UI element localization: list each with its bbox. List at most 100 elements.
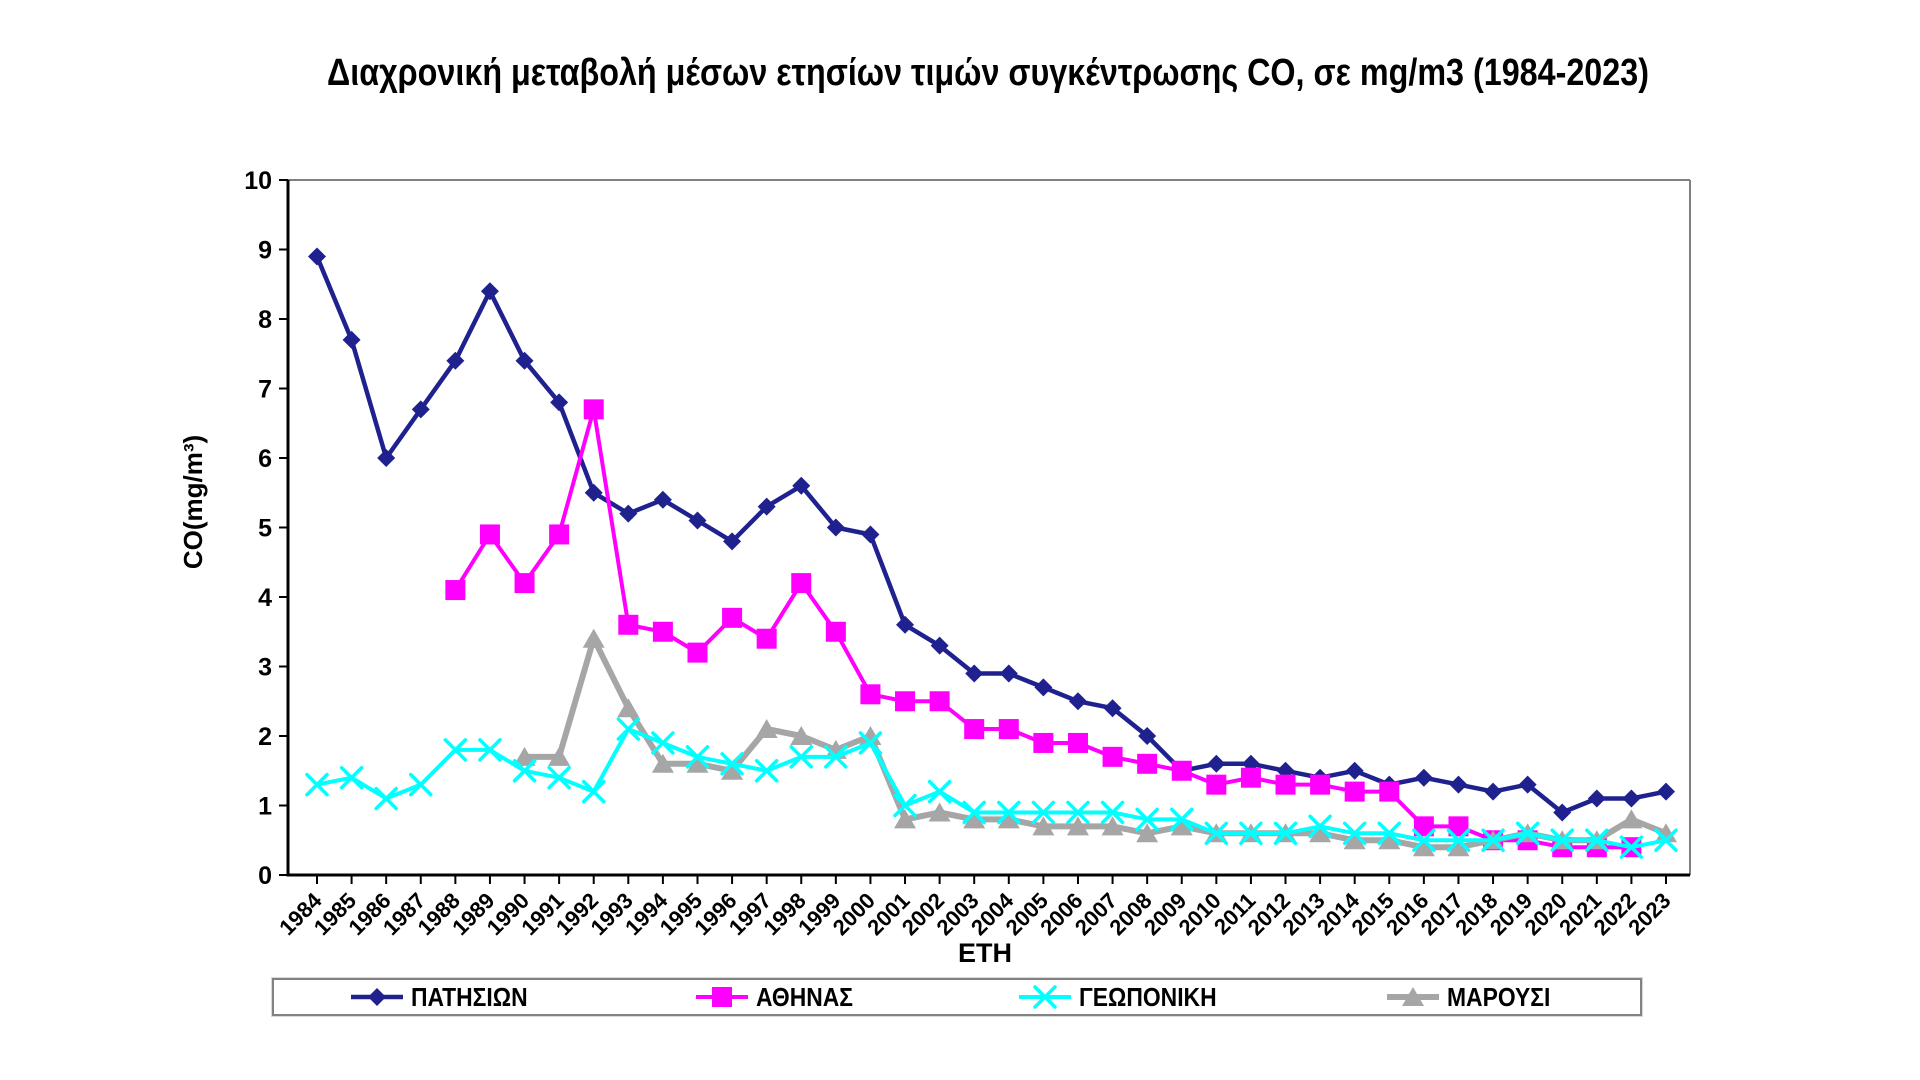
square-marker-icon — [712, 987, 733, 1007]
x-marker-icon — [720, 752, 744, 776]
diamond-marker-icon — [342, 330, 361, 349]
triangle-marker-icon — [1032, 816, 1055, 836]
legend-x-marker-icon — [1018, 985, 1071, 1009]
legend-item-ΓΕΩΠΟΝΙΚΗ: ΓΕΩΠΟΝΙΚΗ — [1017, 982, 1235, 1013]
square-marker-icon — [1275, 774, 1296, 795]
x-marker-icon — [547, 765, 571, 790]
legend-label: ΑΘΗΝΑΣ — [756, 981, 854, 1012]
x-marker-icon — [581, 779, 606, 804]
diamond-marker-icon — [1587, 789, 1606, 808]
diamond-marker-icon — [368, 988, 387, 1006]
square-marker-icon — [1067, 732, 1088, 753]
diamond-marker-icon — [861, 525, 880, 544]
y-tick-label: 3 — [258, 654, 272, 682]
square-marker-icon — [1137, 753, 1158, 774]
square-marker-icon — [998, 719, 1019, 740]
triangle-marker-icon — [859, 726, 882, 745]
legend-label: ΓΕΩΠΟΝΙΚΗ — [1078, 981, 1217, 1012]
diamond-marker-icon — [1207, 754, 1226, 773]
square-marker-icon — [1379, 781, 1400, 802]
x-marker-icon — [824, 745, 848, 769]
square-marker-icon — [825, 621, 846, 642]
y-tick-label: 9 — [258, 237, 272, 265]
x-marker-icon — [1032, 985, 1057, 1009]
square-marker-icon — [1171, 760, 1192, 781]
x-marker-icon — [1204, 821, 1229, 846]
triangle-marker-icon — [686, 753, 709, 773]
x-marker-icon — [789, 745, 814, 769]
legend-item-ΑΘΗΝΑΣ: ΑΘΗΝΑΣ — [694, 982, 866, 1013]
y-tick-label: 8 — [258, 306, 272, 334]
triangle-marker-icon — [963, 809, 986, 829]
x-marker-icon — [1515, 821, 1540, 846]
x-marker-icon — [1446, 828, 1471, 852]
x-marker-icon — [1619, 835, 1644, 859]
legend-label: ΜΑΡΟΥΣΙ — [1447, 981, 1551, 1012]
diamond-marker-icon — [480, 282, 499, 301]
triangle-marker-icon — [1343, 830, 1366, 850]
triangle-marker-icon — [790, 726, 813, 745]
triangle-marker-icon — [617, 698, 640, 718]
diamond-marker-icon — [1553, 803, 1572, 822]
diamond-marker-icon — [792, 476, 811, 495]
square-marker-icon — [860, 684, 881, 705]
square-marker-icon — [1448, 816, 1469, 837]
series-ΓΕΩΠΟΝΙΚΗ — [305, 717, 1678, 859]
square-marker-icon — [479, 524, 500, 545]
x-marker-icon — [1135, 807, 1159, 832]
diamond-marker-icon — [411, 400, 430, 419]
triangle-marker-icon — [651, 753, 674, 773]
y-tick-label: 4 — [258, 584, 272, 612]
legend-triangle-marker-icon — [1387, 987, 1440, 1006]
x-marker-icon — [409, 772, 433, 797]
x-marker-icon — [651, 731, 675, 755]
triangle-marker-icon — [1101, 816, 1124, 836]
x-marker-icon — [1342, 821, 1367, 846]
square-marker-icon — [652, 621, 673, 642]
y-tick-label: 0 — [258, 862, 272, 890]
triangle-marker-icon — [1309, 823, 1332, 843]
x-marker-icon — [1169, 807, 1194, 832]
triangle-marker-icon — [1378, 830, 1401, 850]
triangle-marker-icon — [1620, 809, 1643, 829]
chart-title: Διαχρονική μεταβολή μέσων ετησίων τιμών … — [327, 52, 1649, 94]
triangle-marker-icon — [928, 802, 951, 822]
triangle-marker-icon — [548, 746, 571, 766]
triangle-marker-icon — [755, 719, 778, 739]
square-marker-icon — [791, 573, 812, 594]
x-marker-icon — [962, 800, 986, 825]
x-marker-icon — [1654, 828, 1678, 852]
legend-diamond-marker-icon — [351, 988, 404, 1006]
x-marker-icon — [754, 759, 779, 783]
x-axis-label: ΕΤΗ — [958, 938, 1012, 968]
x-marker-icon — [1273, 821, 1298, 846]
triangle-marker-icon — [582, 628, 605, 648]
x-marker-icon — [997, 800, 1021, 825]
diamond-marker-icon — [550, 393, 569, 412]
x-marker-icon — [1308, 814, 1332, 839]
x-marker-icon — [927, 779, 952, 804]
diamond-marker-icon — [688, 511, 707, 530]
diamond-marker-icon — [515, 351, 534, 370]
x-marker-icon — [1031, 800, 1056, 825]
triangle-marker-icon — [1412, 837, 1435, 857]
x-marker-icon — [1550, 828, 1574, 852]
series-ΜΑΡΟΥΣΙ — [513, 628, 1677, 857]
diamond-marker-icon — [896, 615, 915, 634]
triangle-marker-icon — [1066, 816, 1089, 836]
x-marker-icon — [1412, 828, 1436, 852]
square-marker-icon — [549, 524, 570, 545]
diamond-marker-icon — [1345, 761, 1364, 780]
y-tick-label: 10 — [244, 167, 272, 195]
x-marker-icon — [616, 717, 641, 741]
x-marker-icon — [443, 738, 468, 762]
x-marker-icon — [858, 731, 883, 755]
diamond-marker-icon — [930, 636, 949, 655]
x-marker-icon — [1481, 828, 1505, 852]
square-marker-icon — [929, 691, 950, 712]
x-marker-icon — [305, 772, 329, 797]
triangle-marker-icon — [721, 760, 744, 780]
diamond-marker-icon — [757, 497, 776, 516]
square-marker-icon — [1033, 732, 1054, 753]
plot-area: 0123456789101984198519861987198819891990… — [244, 167, 1691, 940]
